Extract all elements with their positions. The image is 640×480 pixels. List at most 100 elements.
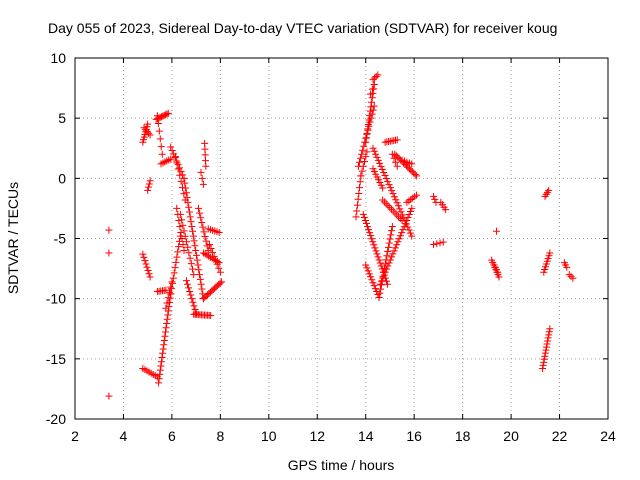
data-point [384,178,392,186]
data-point [154,119,162,127]
data-point [408,232,416,240]
data-point [145,180,153,188]
data-point [352,213,360,221]
data-point [408,160,416,168]
data-points [105,71,577,400]
data-point [200,228,208,236]
data-point [143,127,151,135]
data-point [176,164,184,172]
data-point [179,221,187,229]
data-point [386,235,394,243]
data-point [390,247,398,255]
data-point [378,277,386,285]
data-point [197,280,205,288]
data-point [383,265,391,273]
data-point [353,207,361,215]
data-point [155,375,163,383]
data-point [370,80,378,88]
data-point [357,172,365,180]
data-point [192,247,200,255]
data-point [185,203,193,211]
data-point [164,294,172,302]
data-point [181,232,189,240]
data-point [190,271,198,279]
data-point [190,302,198,310]
plot-frame [74,57,609,420]
data-point [186,213,194,221]
data-point [105,249,113,257]
data-point [383,252,391,260]
data-point [368,85,376,93]
data-point [362,261,370,269]
data-point [159,345,167,353]
data-point [393,162,401,170]
data-point [431,195,439,203]
data-point [180,247,188,255]
data-point [369,279,377,287]
data-point [430,241,438,249]
data-point [182,238,190,246]
data-point [189,298,197,306]
data-point [396,205,404,213]
data-point [368,98,376,106]
data-point [155,379,163,387]
grid-lines [75,58,608,419]
data-point [366,229,374,237]
data-point [187,291,195,299]
data-point [182,184,190,192]
data-point [393,199,401,207]
data-point [370,282,378,290]
x-tick-label: 12 [309,428,325,444]
data-point [174,248,182,256]
data-point [379,196,387,204]
data-point [381,172,389,180]
data-point [391,150,399,158]
data-point [367,232,375,240]
data-point [173,204,181,212]
data-point [545,331,553,339]
data-point [181,179,189,187]
data-point [188,295,196,303]
data-point [370,147,378,155]
data-point [389,190,397,198]
data-point [163,299,171,307]
data-point [546,249,554,257]
data-point [384,262,392,270]
data-point [374,156,382,164]
data-point [175,243,183,251]
data-point [189,265,197,273]
data-point [156,366,164,374]
data-point [408,168,416,176]
data-point [163,315,171,323]
data-point [436,239,444,247]
data-point [198,285,206,293]
data-point [374,71,382,79]
data-point [189,227,197,235]
data-point [391,209,399,217]
data-point [370,102,378,110]
data-point [382,175,390,183]
data-point [382,200,390,208]
data-point [384,280,392,288]
data-point [167,283,175,291]
data-point [388,227,396,235]
data-point [442,206,450,214]
data-point [197,214,205,222]
data-point [168,279,176,287]
data-point [394,153,402,161]
data-point [187,218,195,226]
data-point [199,180,207,188]
x-tick-label: 18 [455,428,471,444]
x-tick-label: 14 [358,428,374,444]
data-point [396,232,404,240]
data-point [177,177,185,185]
data-point [215,264,223,272]
data-point [359,210,367,218]
data-point [191,242,199,250]
data-point [156,370,164,378]
data-point [193,256,201,264]
data-point [362,134,370,142]
data-point [145,270,153,278]
data-point [539,361,547,369]
data-point [185,249,193,257]
